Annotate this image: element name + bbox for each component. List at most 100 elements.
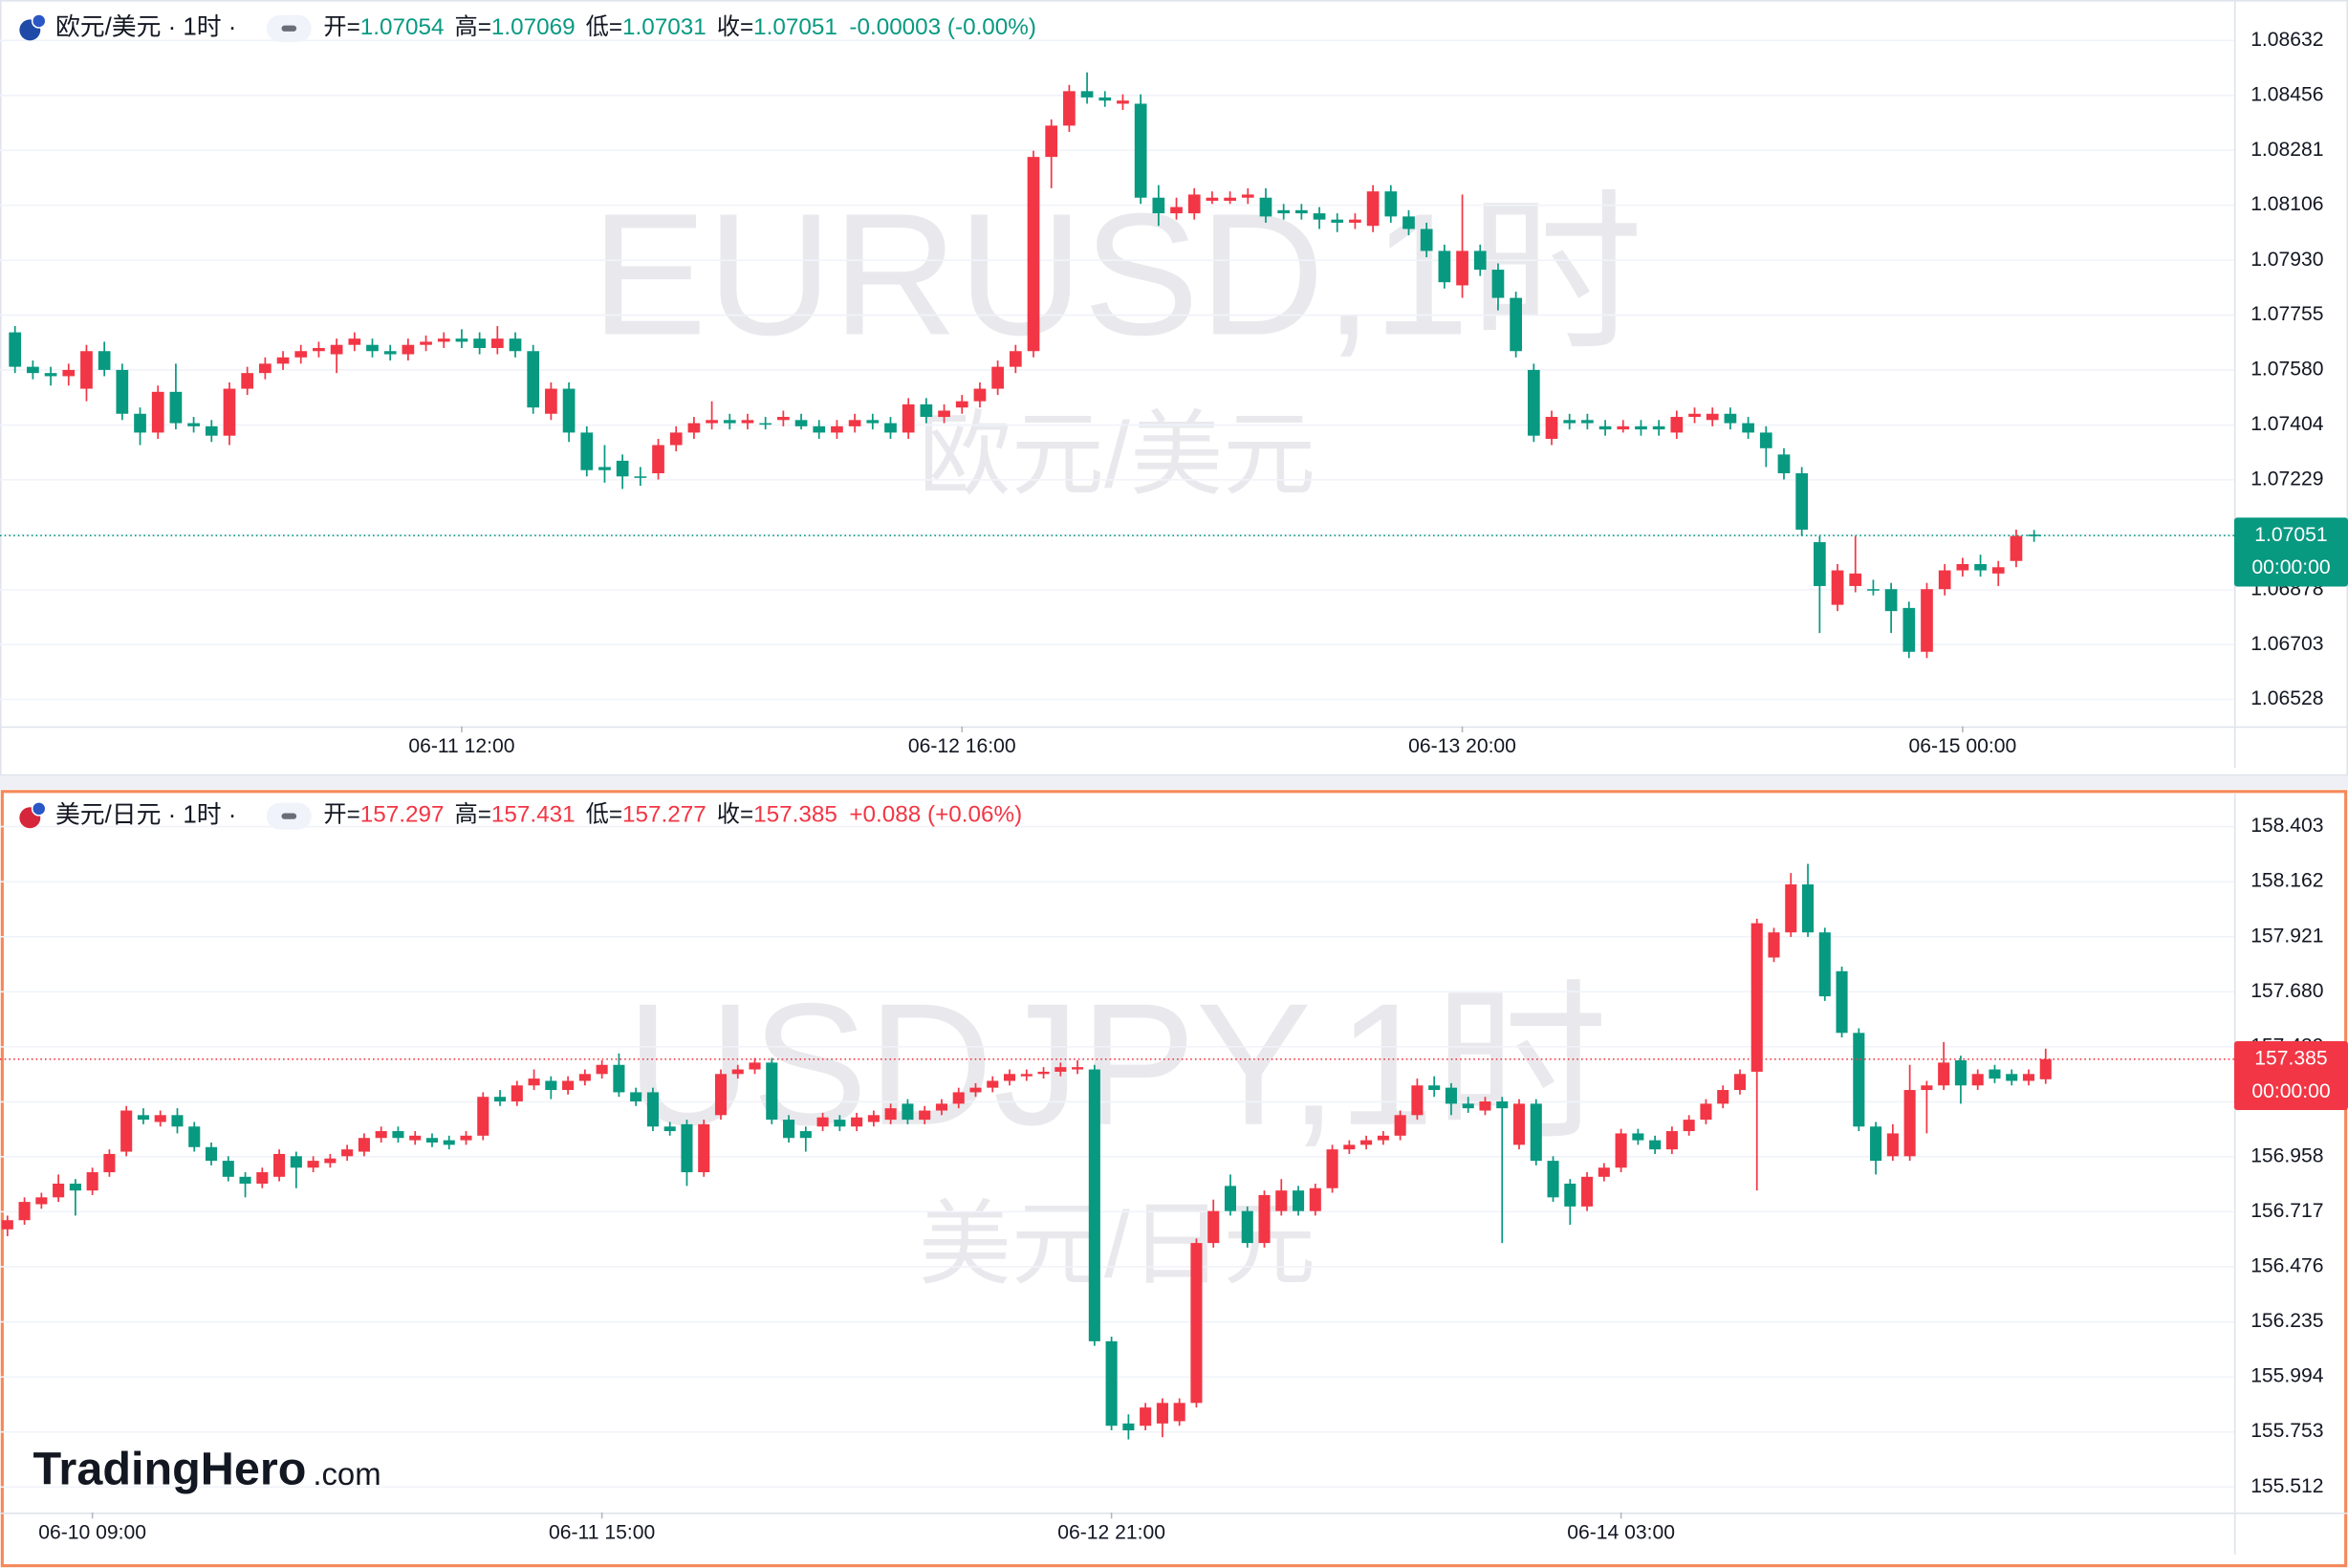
pane-separator [0,775,2348,790]
candle-body [341,1149,354,1157]
countdown-label: 00:00:00 [2251,556,2330,578]
candle-body [596,1064,608,1075]
candle-body [27,366,39,374]
candle-body [1117,100,1129,104]
candle-body [241,373,254,389]
candle-body [348,338,361,345]
candle-body [169,391,183,424]
candle-body [1545,417,1558,439]
y-tick-label: 1.07755 [2250,303,2323,325]
candle-body [952,1092,965,1104]
candle-body [18,1202,31,1221]
candle-body [1581,420,1594,424]
candle-body [290,1156,302,1168]
ohlc-value: 1.07031 [622,14,707,40]
x-tick-label: 06-11 15:00 [549,1522,655,1544]
candle-body [1009,351,1022,367]
candle-body [1563,420,1576,424]
candle-body [1259,197,1272,217]
y-tick-label: 1.07580 [2250,358,2323,380]
candle-body [330,344,343,355]
candle-body [294,351,308,358]
candle-body [867,1115,880,1122]
candle-body [1700,1103,1712,1121]
y-tick-label: 156.235 [2250,1310,2323,1332]
candle-body [991,366,1004,389]
candle-body [1170,207,1183,214]
candle-body [383,351,397,355]
candle-body [987,1080,999,1088]
watermark-symbol: EURUSD,1时 [591,178,1642,372]
candle-body [1394,1115,1406,1136]
candle-body [1974,564,1987,571]
candle-body [460,1135,472,1141]
y-tick-label: 155.753 [2250,1420,2323,1442]
candle-body [443,1140,455,1145]
y-tick-label: 157.921 [2250,925,2323,947]
candle-body [1742,423,1754,433]
y-tick-label: 156.717 [2250,1200,2323,1222]
last-price-box [2233,517,2348,587]
candle-body [1384,191,1398,217]
candle-body [103,1153,116,1173]
candle-body [1027,157,1040,352]
candle-body [1496,1100,1509,1109]
symbol-icon-flag [31,801,47,817]
candle-body [511,1085,523,1101]
candle-body [366,344,379,352]
candle-body [687,423,701,433]
candle-body [935,1103,947,1111]
candle-body [706,420,718,424]
ohlc-value: 157.431 [491,802,576,828]
x-tick-label: 06-14 03:00 [1567,1522,1675,1544]
active-pane-border [0,790,2348,1568]
candle-body [402,344,415,355]
candle-body [307,1161,319,1168]
candle-body [578,1074,591,1081]
y-tick-label: 1.07930 [2250,249,2323,271]
candle-body [663,1126,676,1132]
candle-body [562,1080,575,1091]
candle-body [1206,197,1219,202]
candle-body [1759,432,1772,448]
candle-body [477,1097,489,1136]
x-tick-label: 06-12 21:00 [1057,1522,1165,1544]
candle-body [1615,1133,1627,1168]
last-price-label: 1.07051 [2254,524,2327,546]
candle-body [816,1117,829,1127]
candle-body [920,403,933,418]
candle-body [420,341,432,345]
candle-body [2006,1074,2018,1081]
candle-body [1831,570,1844,605]
candle-body [834,1120,846,1127]
candle-body [98,351,111,370]
brand-suffix: .com [313,1456,380,1492]
candle-body [528,1078,540,1086]
candle-body [1037,1071,1050,1075]
candle-body [1510,297,1522,352]
toggle-pill-dash [281,25,297,32]
candle-body [1003,1074,1016,1081]
candle-body [205,425,218,436]
candle-body [1530,1103,1542,1162]
candle-body [813,425,826,433]
candle-body [137,1115,149,1121]
candle-body [437,338,450,342]
candle-body [1836,970,1848,1034]
ohlc-value: 157.277 [622,802,707,828]
candle-body [9,332,22,367]
brand-logo: TradingHero .com [33,1444,380,1495]
candle-body [1547,1161,1559,1198]
candle-body [1683,1120,1695,1132]
y-tick-label: 1.07229 [2250,468,2323,490]
candle-body [669,432,683,446]
candle-body [1411,1085,1424,1116]
candle-body [794,420,808,426]
candle-body [1886,1133,1899,1157]
ohlc-label: 开= [323,14,359,40]
candle-body [313,347,325,352]
candle-body [1954,1059,1967,1086]
candle-body [646,1092,659,1127]
